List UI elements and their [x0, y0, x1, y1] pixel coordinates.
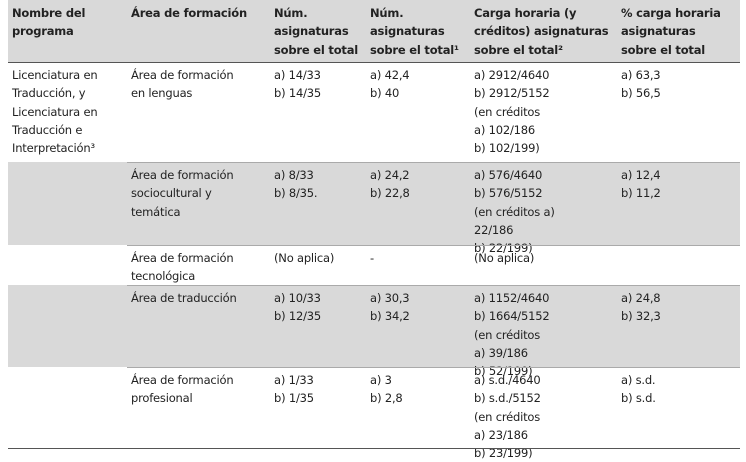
header-cell: Área de formación	[131, 6, 247, 20]
row-divider	[127, 162, 740, 163]
table-cell: a) 30,3 b) 34,2	[370, 291, 410, 324]
table-cell: a) 2912/4640 b) 2912/5152 (en créditos a…	[474, 68, 550, 156]
header-background	[8, 0, 740, 62]
table-cell: a) 8/33 b) 8/35.	[274, 168, 318, 201]
table-cell: Área de formación en lenguas	[131, 68, 234, 101]
header-cell: Carga horaria (y créditos) asignaturas s…	[474, 6, 609, 57]
row-divider	[127, 245, 740, 246]
table-cell: a) 12,4 b) 11,2	[621, 168, 661, 201]
table-cell: a) 576/4640 b) 576/5152 (en créditos a) …	[474, 168, 555, 256]
table-cell: a) 24,2 b) 22,8	[370, 168, 410, 201]
table-cell: Área de traducción	[131, 291, 237, 305]
table-cell: a) 3 b) 2,8	[370, 373, 403, 406]
table-cell: (No aplica)	[274, 251, 335, 265]
header-rule	[8, 62, 740, 63]
table-cell: a) 1152/4640 b) 1664/5152 (en créditos a…	[474, 291, 550, 379]
program-name: Licenciatura en Traducción, y Licenciatu…	[12, 68, 98, 156]
bottom-rule	[8, 448, 740, 449]
header-cell: % carga horaria asignaturas sobre el tot…	[621, 6, 721, 57]
row-divider	[127, 367, 740, 368]
header-cell: Núm. asignaturas sobre el total¹	[370, 6, 459, 57]
row-divider	[127, 285, 740, 286]
table-cell: a) 63,3 b) 56,5	[621, 68, 661, 101]
table-cell: a) 10/33 b) 12/35	[274, 291, 321, 324]
table-cell: a) 24,8 b) 32,3	[621, 291, 661, 324]
header-cell: Núm. asignaturas sobre el total	[274, 6, 358, 57]
table-cell: Área de formación sociocultural y temáti…	[131, 168, 234, 219]
table-cell: Área de formación profesional	[131, 373, 234, 406]
table-cell: a) s.d. b) s.d.	[621, 373, 656, 406]
table-cell: a) 14/33 b) 14/35	[274, 68, 321, 101]
header-cell: Nombre del programa	[12, 6, 86, 39]
row-background	[8, 285, 740, 367]
row-background	[8, 162, 740, 245]
table-cell: -	[370, 251, 374, 265]
table-cell: (No aplica)	[474, 251, 535, 265]
table-cell: a) s.d./4640 b) s.d./5152 (en créditos a…	[474, 373, 541, 461]
table-cell: a) 1/33 b) 1/35	[274, 373, 314, 406]
table-cell: Área de formación tecnológica	[131, 251, 234, 284]
table-cell: a) 42,4 b) 40	[370, 68, 410, 101]
